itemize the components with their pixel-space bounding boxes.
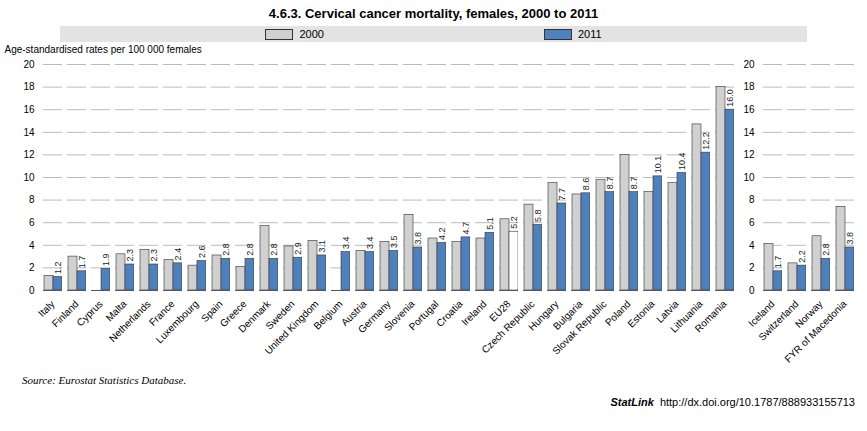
svg-text:Czech Republic: Czech Republic — [479, 298, 537, 356]
svg-text:2.3: 2.3 — [149, 249, 159, 262]
svg-text:3.5: 3.5 — [389, 235, 399, 248]
svg-text:2.2: 2.2 — [797, 250, 807, 263]
svg-text:14: 14 — [743, 127, 755, 138]
svg-text:16: 16 — [23, 104, 35, 115]
svg-text:Romania: Romania — [693, 298, 729, 334]
html-text:StatLink: StatLink — [610, 396, 654, 408]
svg-text:Norway: Norway — [792, 298, 825, 330]
svg-text:8.6: 8.6 — [581, 178, 591, 191]
svg-text:20: 20 — [23, 59, 35, 70]
svg-text:Latvia: Latvia — [654, 298, 681, 325]
svg-text:4.7: 4.7 — [461, 222, 471, 235]
svg-text:Iceland: Iceland — [746, 298, 777, 329]
svg-text:Germany: Germany — [355, 298, 393, 336]
svg-text:5.8: 5.8 — [533, 209, 543, 222]
svg-text:12.2: 12.2 — [701, 132, 711, 150]
svg-text:18: 18 — [743, 81, 755, 92]
svg-text:2.8: 2.8 — [245, 243, 255, 256]
svg-text:3.4: 3.4 — [365, 237, 375, 250]
svg-text:Italy: Italy — [36, 298, 57, 319]
svg-text:8.7: 8.7 — [629, 177, 639, 190]
svg-text:1.9: 1.9 — [101, 254, 111, 267]
svg-text:1.2: 1.2 — [53, 261, 63, 274]
svg-text:Portugal: Portugal — [407, 298, 441, 332]
svg-text:10.1: 10.1 — [653, 156, 663, 174]
html-text:4.6.3. Cervical cancer mortali: 4.6.3. Cervical cancer mortality, female… — [268, 6, 599, 21]
svg-text:3.8: 3.8 — [413, 232, 423, 245]
svg-text:Ireland: Ireland — [459, 298, 488, 327]
svg-text:4: 4 — [29, 240, 35, 251]
svg-text:Bulgaria: Bulgaria — [550, 298, 585, 332]
svg-text:10.4: 10.4 — [677, 152, 687, 170]
svg-text:Finland: Finland — [50, 298, 81, 329]
svg-text:3.8: 3.8 — [845, 232, 855, 245]
html-text:2011: 2011 — [577, 27, 602, 40]
svg-text:5.1: 5.1 — [485, 217, 495, 230]
svg-text:8: 8 — [749, 194, 755, 205]
svg-text:2.4: 2.4 — [173, 248, 183, 261]
svg-text:2.3: 2.3 — [125, 249, 135, 262]
html-text:2000: 2000 — [299, 27, 324, 40]
svg-text:France: France — [146, 298, 177, 328]
svg-text:2.8: 2.8 — [821, 243, 831, 256]
svg-text:Luxembourg: Luxembourg — [154, 298, 201, 345]
svg-text:2: 2 — [29, 262, 35, 273]
svg-text:Malta: Malta — [103, 298, 129, 324]
svg-text:Slovenia: Slovenia — [381, 298, 417, 334]
svg-text:FYR of Macedonia: FYR of Macedonia — [782, 298, 849, 365]
svg-text:16: 16 — [743, 104, 755, 115]
svg-text:2.6: 2.6 — [197, 246, 207, 259]
svg-text:14: 14 — [23, 127, 35, 138]
svg-text:Estonia: Estonia — [625, 298, 657, 330]
svg-text:0: 0 — [29, 285, 35, 296]
svg-text:5.2: 5.2 — [509, 216, 519, 229]
svg-text:Netherlands: Netherlands — [107, 298, 153, 344]
svg-text:United Kingdom: United Kingdom — [263, 298, 321, 356]
svg-text:6: 6 — [29, 217, 35, 228]
svg-text:1.7: 1.7 — [77, 256, 87, 269]
svg-text:2: 2 — [749, 262, 755, 273]
svg-text:Denmark: Denmark — [236, 298, 273, 335]
svg-text:Croatia: Croatia — [434, 298, 465, 329]
svg-text:16.0: 16.0 — [725, 89, 735, 107]
svg-text:0: 0 — [749, 285, 755, 296]
svg-text:12: 12 — [743, 149, 755, 160]
svg-text:Slovak Republic: Slovak Republic — [550, 298, 608, 356]
svg-text:1.7: 1.7 — [773, 256, 783, 269]
svg-text:Greece: Greece — [217, 298, 249, 330]
svg-text:10: 10 — [743, 172, 755, 183]
svg-text:2.8: 2.8 — [269, 243, 279, 256]
svg-text:8: 8 — [29, 194, 35, 205]
svg-text:6: 6 — [749, 217, 755, 228]
svg-text:2.8: 2.8 — [221, 243, 231, 256]
svg-text:Sweden: Sweden — [263, 298, 297, 332]
svg-text:Poland: Poland — [602, 298, 633, 328]
svg-text:12: 12 — [23, 149, 35, 160]
svg-text:Austria: Austria — [338, 298, 369, 328]
svg-text:Spain: Spain — [198, 298, 225, 325]
svg-text:4.2: 4.2 — [437, 228, 447, 241]
svg-text:10: 10 — [23, 172, 35, 183]
svg-text:Age-standardised rates per 100: Age-standardised rates per 100 000 femal… — [5, 44, 202, 55]
svg-text:Belgium: Belgium — [311, 298, 344, 331]
svg-text:EU28: EU28 — [487, 298, 513, 324]
svg-text:18: 18 — [23, 81, 35, 92]
svg-text:7.7: 7.7 — [557, 188, 567, 201]
html-text:Source: Eurostat Statistics Da: Source: Eurostat Statistics Database. — [22, 374, 187, 386]
svg-text:2.9: 2.9 — [293, 242, 303, 255]
svg-text:4: 4 — [749, 240, 755, 251]
svg-text:Cyprus: Cyprus — [74, 298, 104, 328]
svg-text:3.4: 3.4 — [341, 237, 351, 250]
svg-text:Lithuania: Lithuania — [668, 298, 705, 335]
svg-text:8.7: 8.7 — [605, 177, 615, 190]
svg-text:Hungary: Hungary — [526, 298, 561, 333]
html-text:http://dx.doi.org/10.1787/8889: http://dx.doi.org/10.1787/888933155713 — [659, 396, 855, 408]
svg-text:Switzerland: Switzerland — [756, 298, 801, 343]
svg-text:20: 20 — [743, 59, 755, 70]
svg-text:3.1: 3.1 — [317, 240, 327, 253]
